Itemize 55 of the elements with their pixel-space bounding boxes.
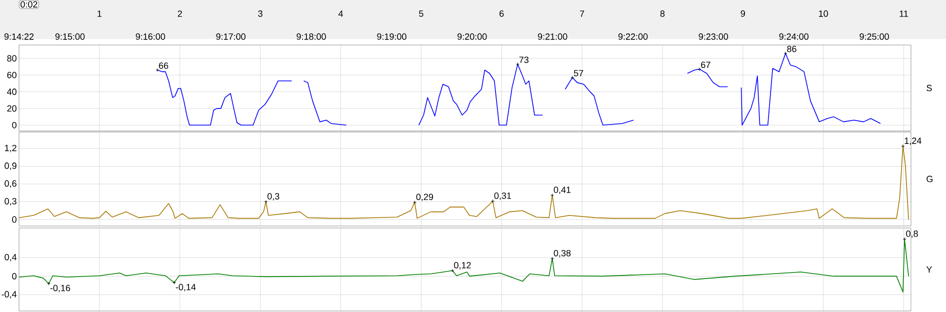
annotation: -0,16 — [50, 284, 70, 292]
y-tick-label: 0 — [12, 122, 16, 128]
y-tick-label: 60 — [7, 72, 16, 78]
y-tick-label: 20 — [7, 105, 16, 112]
y-axis-title: S — [926, 84, 932, 92]
annotation: 0,12 — [454, 262, 471, 270]
x-tick-label: 3 — [258, 10, 262, 17]
y-axis-title: G — [926, 176, 933, 182]
x2-tick-label: 9:25:00 — [860, 33, 889, 40]
x-tick-label: 2 — [178, 10, 182, 17]
y-axis-title: Y — [926, 266, 932, 273]
y-tick-label: 80 — [7, 55, 16, 62]
x-tick-label: 8 — [660, 10, 665, 17]
annotation: 73 — [519, 56, 528, 63]
annotation: 0,38 — [554, 250, 571, 258]
y-tick-label: 0,3 — [4, 198, 16, 206]
x-tick-label: 7 — [580, 10, 584, 17]
annotation: 0,29 — [416, 194, 434, 202]
annotation: 67 — [701, 62, 710, 68]
annotation: 0,31 — [494, 192, 512, 200]
y-tick-label: 1,2 — [4, 144, 16, 152]
x-tick-label: 11 — [900, 10, 908, 17]
y-tick-label: 0,4 — [4, 254, 17, 262]
x-tick-label: 6 — [500, 10, 504, 17]
x2-tick-label: 9:16:00 — [136, 33, 166, 40]
annotation: 0,8 — [906, 230, 918, 238]
x2-tick-label: 9:21:00 — [538, 33, 568, 40]
annotation: 0,3 — [267, 193, 280, 201]
x-tick-label: 10 — [819, 10, 828, 17]
annotation: 0,41 — [554, 186, 571, 194]
y-tick-label: 0 — [12, 216, 16, 223]
y-tick-label: 0 — [12, 273, 16, 280]
annotation: 1,24 — [904, 138, 922, 145]
x-tick-label: 4 — [338, 10, 343, 17]
x-tick-label: 5 — [419, 10, 424, 17]
annotation: 57 — [574, 70, 584, 76]
x2-tick-label: 9:20:00 — [458, 33, 487, 40]
x-tick-label: 9 — [740, 10, 745, 17]
annotation: 66 — [159, 62, 168, 69]
x2-tick-label: 9:23:00 — [698, 33, 728, 40]
x2-tick-label: 9:24:00 — [779, 33, 808, 40]
y-tick-label: 0,9 — [4, 162, 16, 170]
x2-tick-label: 9:14:22 — [4, 33, 34, 40]
x2-tick-label: 9:17:00 — [216, 33, 246, 40]
x2-tick-label: 9:18:00 — [296, 33, 326, 40]
x-tick-label: 1 — [98, 10, 102, 17]
text: 0:02 — [20, 1, 38, 8]
annotation: 86 — [787, 46, 796, 52]
x2-tick-label: 9:22:00 — [618, 33, 648, 40]
annotation: -0,14 — [176, 284, 196, 292]
y-tick-label: -0,4 — [2, 291, 17, 298]
y-tick-label: 40 — [7, 88, 16, 95]
y-tick-label: 0,6 — [4, 180, 16, 188]
x2-tick-label: 9:19:00 — [377, 33, 406, 40]
x2-tick-label: 9:15:00 — [55, 33, 85, 40]
